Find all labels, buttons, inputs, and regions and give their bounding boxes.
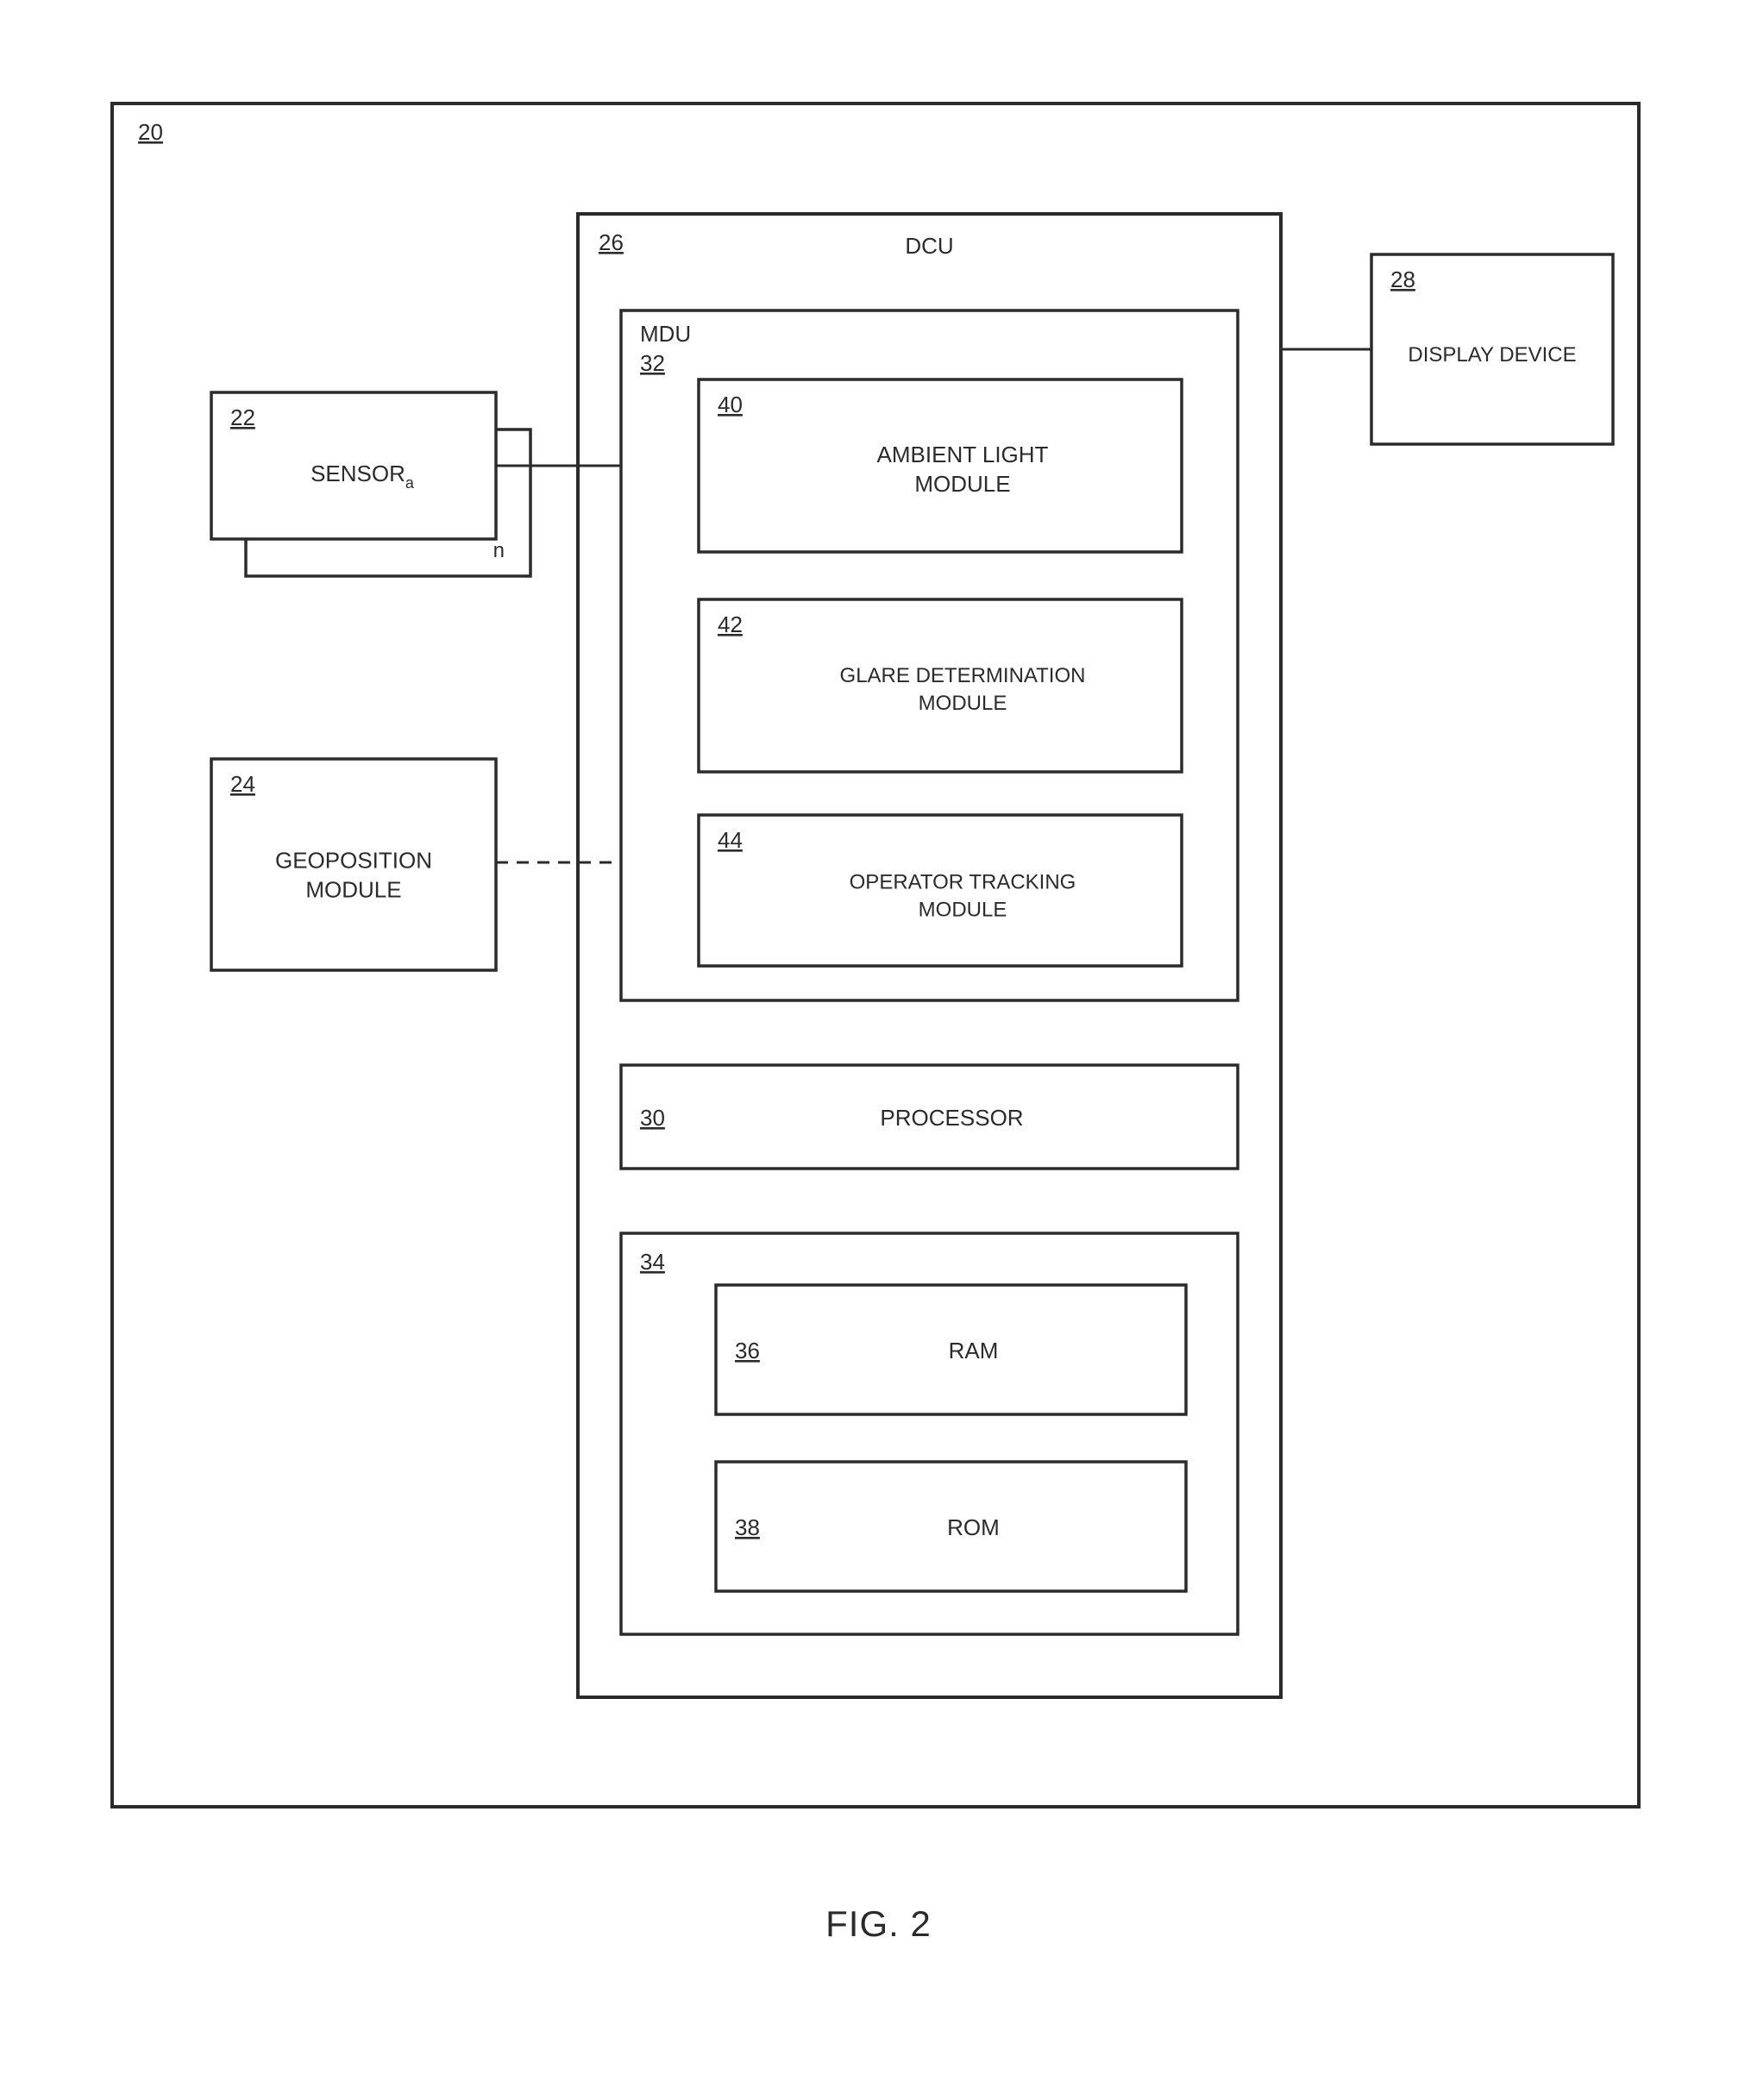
rom-label: ROM [947, 1514, 1000, 1540]
ref-38: 38 [735, 1514, 760, 1540]
figure-caption: FIG. 2 [825, 1903, 932, 1944]
ref-34: 34 [640, 1249, 665, 1275]
glare-label-1: GLARE DETERMINATION [840, 664, 1086, 687]
geoposition-label-1: GEOPOSITION [275, 848, 432, 874]
mdu-label: MDU [640, 321, 691, 347]
ref-42: 42 [718, 611, 743, 637]
display-label: DISPLAY DEVICE [1408, 343, 1576, 367]
ref-32: 32 [640, 350, 665, 376]
ref-30: 30 [640, 1105, 665, 1131]
ref-24: 24 [230, 771, 255, 797]
tracking-label-1: OPERATOR TRACKING [850, 871, 1076, 894]
ram-label: RAM [949, 1338, 999, 1363]
ref-22: 22 [230, 404, 255, 430]
processor-label: PROCESSOR [880, 1105, 1023, 1131]
ref-20: 20 [138, 119, 163, 145]
sensor-back-label: n [493, 539, 505, 562]
ref-36: 36 [735, 1338, 760, 1363]
tracking-label-2: MODULE [919, 899, 1007, 922]
ref-28: 28 [1390, 266, 1415, 292]
ref-40: 40 [718, 392, 743, 417]
ambient-label-2: MODULE [914, 471, 1010, 497]
ref-44: 44 [718, 827, 743, 853]
geoposition-label-2: MODULE [305, 877, 401, 903]
dcu-label: DCU [905, 233, 953, 259]
glare-label-2: MODULE [919, 692, 1007, 715]
ref-26: 26 [599, 229, 624, 255]
ambient-label-1: AMBIENT LIGHT [877, 442, 1049, 467]
